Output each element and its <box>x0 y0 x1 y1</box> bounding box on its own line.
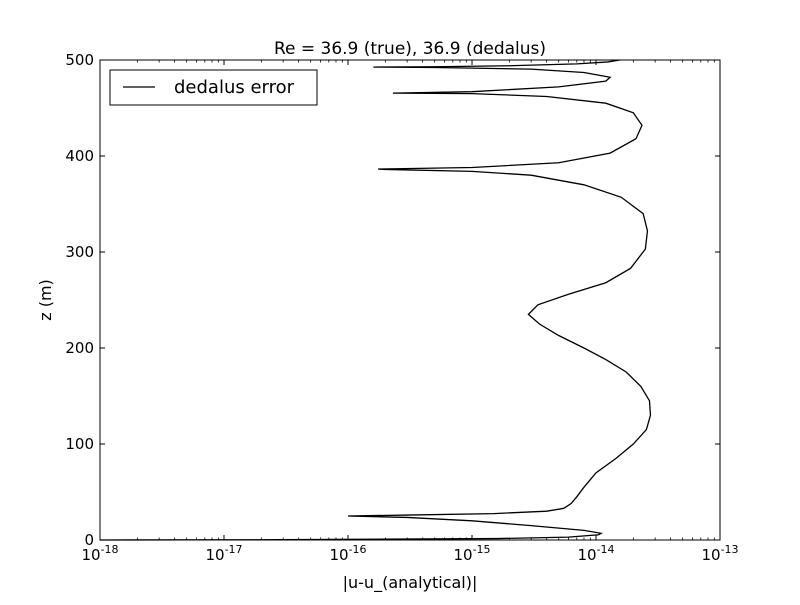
y-axis-label: z (m) <box>36 279 55 321</box>
x-tick-label-3: 10-15 <box>453 543 490 564</box>
y-tick-label-0: 0 <box>84 531 94 549</box>
plot-area: 10-18 10-17 10-16 10-15 10-14 10-13 0 100 200 300… <box>65 51 738 564</box>
x-tick-label-2: 10-16 <box>329 543 366 564</box>
legend: dedalus error <box>109 69 318 106</box>
y-tick-label-4: 400 <box>65 147 94 165</box>
x-tick-label-0: 10-18 <box>81 543 118 564</box>
x-axis-label: |u-u_(analytical)| <box>343 573 478 593</box>
y-tick-label-2: 200 <box>65 339 94 357</box>
series-line-0 <box>99 59 652 541</box>
chart-title: Re = 36.9 (true), 36.9 (dedalus) <box>274 39 546 59</box>
x-tick-label-5: 10-13 <box>701 543 738 564</box>
y-tick-label-3: 300 <box>65 243 94 261</box>
x-tick-label-1: 10-17 <box>205 543 242 564</box>
y-tick-label-1: 100 <box>65 435 94 453</box>
plot-frame <box>99 59 721 541</box>
y-tick-label-5: 500 <box>65 51 94 69</box>
x-tick-label-4: 10-14 <box>577 543 614 564</box>
legend-label: dedalus error <box>174 77 295 98</box>
legend-frame <box>109 69 318 106</box>
